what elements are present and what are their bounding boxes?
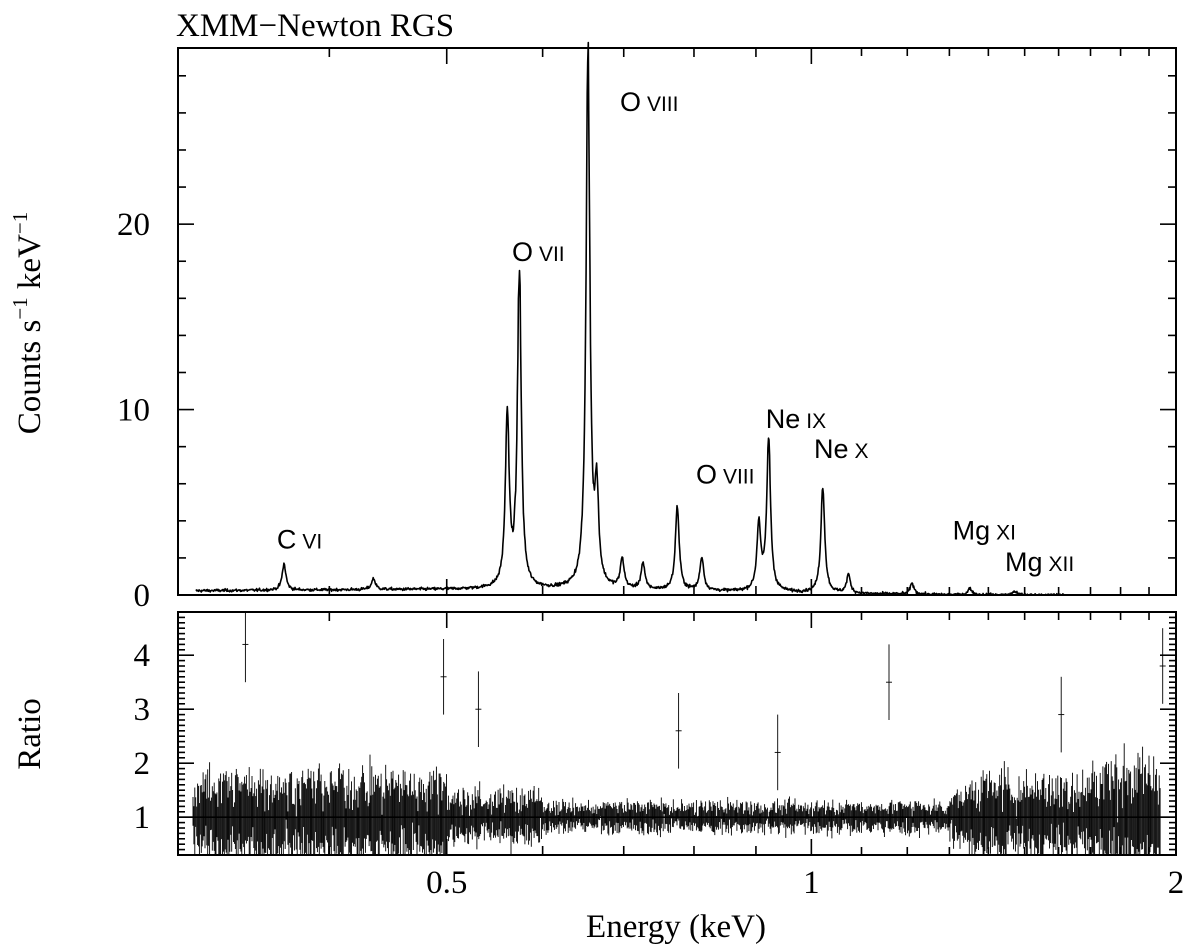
ratio-residuals bbox=[192, 612, 1166, 855]
spectrum-curve bbox=[195, 41, 1066, 596]
annotation-o8b: O VIII bbox=[696, 460, 755, 490]
spectrum-y-axis-label: Counts s−1 keV−1 bbox=[8, 212, 48, 435]
annotation-ion-mg11: XI bbox=[996, 521, 1016, 544]
annotation-o8a: O VIII bbox=[620, 87, 679, 117]
ratio-plot-frame bbox=[177, 611, 1177, 856]
annotation-ion-c6: VI bbox=[302, 531, 322, 554]
annotation-element-ne9: Ne bbox=[766, 404, 801, 434]
annotation-ne10: Ne X bbox=[814, 434, 869, 464]
annotation-ion-o8a: VIII bbox=[647, 93, 679, 116]
ratio-y-tick-labels: 1 2 3 4 bbox=[134, 638, 151, 836]
annotation-ion-o7: VII bbox=[539, 243, 565, 266]
x-tick-labels: 0.5 1 2 bbox=[426, 865, 1184, 901]
annotation-ion-mg12: XII bbox=[1049, 553, 1075, 576]
annotation-element-ne10: Ne bbox=[814, 434, 849, 464]
annotation-ion-o8b: VIII bbox=[723, 466, 755, 489]
y-tick-label-bot-3: 4 bbox=[134, 638, 151, 674]
y-tick-label-bot-2: 3 bbox=[134, 692, 151, 728]
ratio-panel: 1 2 3 4 0.5 1 2 Ratio Energy (keV) bbox=[12, 611, 1184, 945]
x-tick-label-1: 1 bbox=[803, 865, 820, 901]
ratio-y-axis-label: Ratio bbox=[12, 698, 48, 770]
x-tick-label-0: 0.5 bbox=[426, 865, 467, 901]
x-tick-label-2: 2 bbox=[1168, 865, 1185, 901]
annotation-ion-ne10: X bbox=[855, 440, 869, 463]
annotation-o7: O VII bbox=[512, 237, 565, 267]
annotation-mg11: Mg XI bbox=[953, 515, 1016, 545]
y-tick-label-top-1: 10 bbox=[117, 393, 150, 429]
x-axis-label: Energy (keV) bbox=[586, 909, 766, 945]
y-tick-label-top-2: 20 bbox=[117, 207, 150, 243]
annotation-element-mg11: Mg bbox=[953, 515, 991, 545]
annotation-element-o8a: O bbox=[620, 87, 641, 117]
annotation-element-c6: C bbox=[277, 525, 297, 555]
annotation-ne9: Ne IX bbox=[766, 404, 826, 434]
y-tick-label-top-0: 0 bbox=[134, 578, 151, 614]
annotation-element-o7: O bbox=[512, 237, 533, 267]
y-tick-label-bot-1: 2 bbox=[134, 746, 151, 782]
spectrum-plot-frame bbox=[177, 47, 1177, 596]
chart-title: XMM−Newton RGS bbox=[176, 8, 454, 44]
annotation-element-o8b: O bbox=[696, 460, 717, 490]
annotation-c6: C VI bbox=[277, 525, 322, 555]
y-tick-label-bot-0: 1 bbox=[134, 800, 151, 836]
annotation-element-mg12: Mg bbox=[1005, 547, 1043, 577]
annotation-ion-ne9: IX bbox=[806, 410, 826, 433]
annotation-mg12: Mg XII bbox=[1005, 547, 1074, 577]
spectrum-y-tick-labels: 0 10 20 bbox=[117, 207, 150, 614]
